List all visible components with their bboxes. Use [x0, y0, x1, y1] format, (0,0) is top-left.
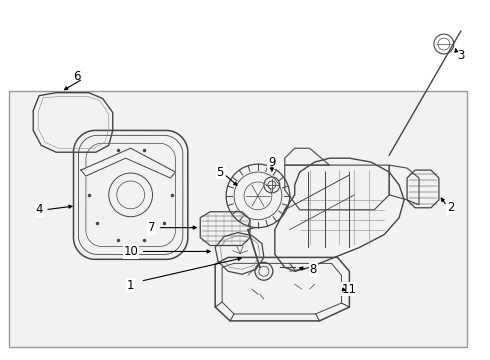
- Text: 5: 5: [217, 166, 224, 179]
- Text: 3: 3: [457, 49, 464, 63]
- Text: 2: 2: [447, 201, 454, 214]
- Text: 6: 6: [74, 70, 81, 83]
- Text: 8: 8: [310, 263, 317, 276]
- Polygon shape: [81, 148, 175, 178]
- Text: 4: 4: [36, 203, 43, 216]
- Text: 7: 7: [148, 221, 155, 234]
- Bar: [9, 91, 467, 347]
- Text: 9: 9: [268, 156, 275, 168]
- Text: 11: 11: [342, 283, 356, 296]
- Text: 1: 1: [127, 279, 134, 292]
- Text: 10: 10: [124, 245, 139, 258]
